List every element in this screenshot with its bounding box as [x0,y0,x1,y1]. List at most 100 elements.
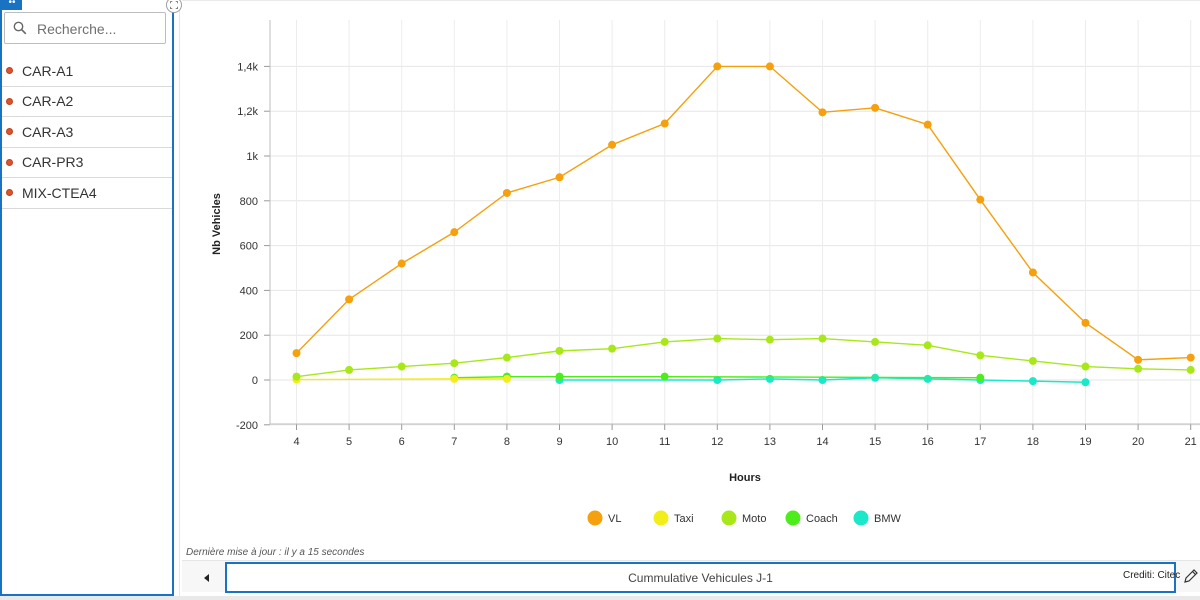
vehicles-line-chart: -200 0 200 400 600 800 1k 1,2k 1,4k 4 5 6 7 8 9 10 11 12 1… [211,20,1200,526]
legend-item-bmw[interactable]: BMW [853,510,902,526]
series-moto [292,334,1195,381]
data-point[interactable] [660,372,669,381]
data-point[interactable] [871,103,880,112]
data-point[interactable] [976,351,985,360]
data-point[interactable] [923,341,932,350]
y-tick-label: 1,4k [237,61,258,73]
pencil-icon[interactable] [1183,568,1199,584]
data-point[interactable] [345,295,354,304]
data-point[interactable] [555,372,564,381]
data-point[interactable] [450,228,459,237]
data-point[interactable] [450,374,459,383]
data-point[interactable] [713,334,722,343]
x-tick-label: 19 [1079,436,1091,448]
legend-item-vl[interactable]: VL [587,510,622,526]
data-point[interactable] [923,374,932,383]
data-point[interactable] [608,140,617,149]
x-tick-label: 12 [711,436,723,448]
layer-item-car-pr3[interactable]: CAR-PR3 [2,148,172,178]
data-point[interactable] [660,119,669,128]
expand-icon[interactable] [166,0,182,13]
x-tick-label: 16 [922,436,934,448]
layer-sidebar: •• CAR-A1 CAR-A2 CAR-A3 CAR-P [0,0,182,596]
legend-item-moto[interactable]: Moto [721,510,767,526]
y-axis-title: Nb Vehicles [211,193,223,255]
series-line [296,378,507,381]
x-axis-title: Hours [729,472,761,484]
data-point[interactable] [450,359,459,368]
previous-chart-button[interactable] [200,571,214,585]
data-point[interactable] [976,195,985,204]
data-point[interactable] [397,259,406,268]
data-point[interactable] [1186,365,1195,374]
data-point[interactable] [555,173,564,182]
x-tick-label: 13 [764,436,776,448]
layer-item-mix-ctea4[interactable]: MIX-CTEA4 [2,178,172,209]
data-point[interactable] [502,188,511,197]
layer-item-car-a3[interactable]: CAR-A3 [2,117,172,148]
search-input[interactable] [37,18,161,40]
chart-selector[interactable]: Cummulative Vehicules J-1 [225,562,1176,593]
chart-legend: VL Taxi Moto Coach BMW [587,510,902,526]
data-point[interactable] [1028,268,1037,277]
y-tick-label: 0 [252,375,258,387]
sidebar-handle-icon[interactable]: •• [2,0,22,10]
x-tick-label: 4 [293,436,299,448]
credits-text: Crediti: Citec [1123,570,1181,581]
data-point[interactable] [1028,377,1037,386]
data-point[interactable] [713,376,722,384]
data-point[interactable] [713,62,722,71]
data-point[interactable] [1081,378,1090,387]
data-point[interactable] [1186,353,1195,362]
chart-series [292,62,1195,387]
x-tick-label: 14 [816,436,828,448]
data-point[interactable] [502,374,511,383]
data-point[interactable] [608,344,617,353]
x-tick-label: 11 [659,436,670,448]
x-tick-label: 10 [606,436,618,448]
chart-navigation-bar: Cummulative Vehicules J-1 Crediti: Citec [182,560,1200,593]
data-point[interactable] [976,373,985,382]
y-tick-label: 1,2k [237,106,258,118]
data-point[interactable] [923,120,932,129]
legend-swatch-icon [653,510,669,526]
search-icon [13,21,27,35]
y-tick-label: 800 [240,196,258,208]
data-point[interactable] [1081,318,1090,327]
y-tick-label: 600 [240,241,258,253]
data-point[interactable] [765,335,774,344]
layer-item-car-a1[interactable]: CAR-A1 [2,56,172,87]
series-line [296,337,1191,378]
x-tick-label: 20 [1132,436,1144,448]
data-point[interactable] [345,365,354,374]
data-point[interactable] [397,362,406,371]
data-point[interactable] [502,353,511,362]
data-point[interactable] [765,374,774,383]
data-point[interactable] [1028,356,1037,365]
data-point[interactable] [765,62,774,71]
data-point[interactable] [555,346,564,355]
data-point[interactable] [1081,362,1090,371]
data-point[interactable] [818,108,827,117]
series-line [295,65,1191,361]
x-tick-label: 15 [869,436,881,448]
selected-chart-label: Cummulative Vehicules J-1 [628,570,773,585]
data-point[interactable] [292,372,301,381]
data-point[interactable] [1134,364,1143,373]
data-point[interactable] [818,376,827,384]
data-point[interactable] [871,337,880,346]
data-point[interactable] [818,334,827,343]
legend-item-coach[interactable]: Coach [785,510,838,526]
chart-grid [270,20,1200,426]
layer-item-car-a2[interactable]: CAR-A2 [2,87,172,117]
data-point[interactable] [1134,355,1143,364]
data-point[interactable] [660,337,669,346]
bottom-strip [0,596,1200,600]
data-point[interactable] [292,349,301,358]
y-tick-label: 400 [240,285,258,297]
status-dot-icon [6,158,13,166]
legend-label: Coach [806,513,838,525]
layer-item-label: CAR-A1 [22,62,74,79]
legend-item-taxi[interactable]: Taxi [653,510,694,526]
